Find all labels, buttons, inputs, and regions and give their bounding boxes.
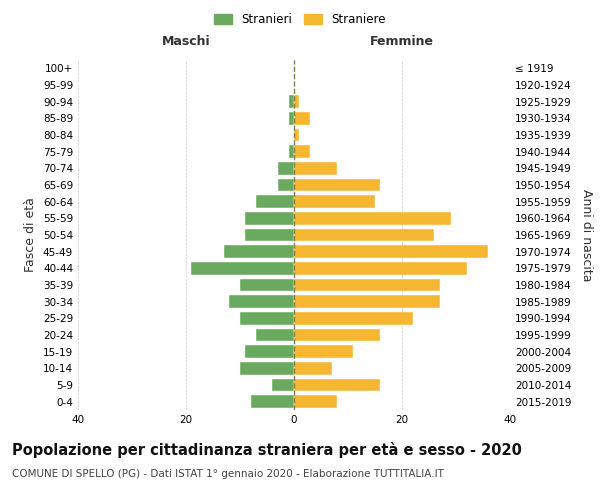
Text: Femmine: Femmine xyxy=(370,36,434,49)
Bar xyxy=(245,229,294,241)
Y-axis label: Anni di nascita: Anni di nascita xyxy=(580,188,593,281)
Bar xyxy=(294,312,413,324)
Bar xyxy=(294,362,332,374)
Bar xyxy=(294,229,434,241)
Bar xyxy=(245,346,294,358)
Bar xyxy=(256,329,294,341)
Bar xyxy=(294,146,310,158)
Bar xyxy=(289,146,294,158)
Bar xyxy=(191,262,294,274)
Bar xyxy=(240,279,294,291)
Text: Maschi: Maschi xyxy=(161,36,211,49)
Bar xyxy=(289,112,294,124)
Bar xyxy=(294,162,337,174)
Bar xyxy=(256,196,294,208)
Text: Popolazione per cittadinanza straniera per età e sesso - 2020: Popolazione per cittadinanza straniera p… xyxy=(12,442,522,458)
Bar xyxy=(294,296,440,308)
Bar xyxy=(289,96,294,108)
Bar xyxy=(294,346,353,358)
Legend: Stranieri, Straniere: Stranieri, Straniere xyxy=(209,8,391,31)
Bar xyxy=(294,112,310,124)
Bar xyxy=(294,246,488,258)
Bar xyxy=(294,96,299,108)
Bar xyxy=(278,162,294,174)
Bar xyxy=(240,362,294,374)
Bar xyxy=(294,279,440,291)
Bar xyxy=(294,396,337,408)
Text: COMUNE DI SPELLO (PG) - Dati ISTAT 1° gennaio 2020 - Elaborazione TUTTITALIA.IT: COMUNE DI SPELLO (PG) - Dati ISTAT 1° ge… xyxy=(12,469,444,479)
Bar xyxy=(294,212,451,224)
Bar xyxy=(294,262,467,274)
Bar xyxy=(240,312,294,324)
Bar xyxy=(245,212,294,224)
Bar xyxy=(251,396,294,408)
Y-axis label: Fasce di età: Fasce di età xyxy=(25,198,37,272)
Bar xyxy=(224,246,294,258)
Bar xyxy=(294,379,380,391)
Bar xyxy=(229,296,294,308)
Bar xyxy=(294,129,299,141)
Bar xyxy=(294,329,380,341)
Bar xyxy=(294,196,375,208)
Bar xyxy=(272,379,294,391)
Bar xyxy=(278,179,294,192)
Bar xyxy=(294,179,380,192)
